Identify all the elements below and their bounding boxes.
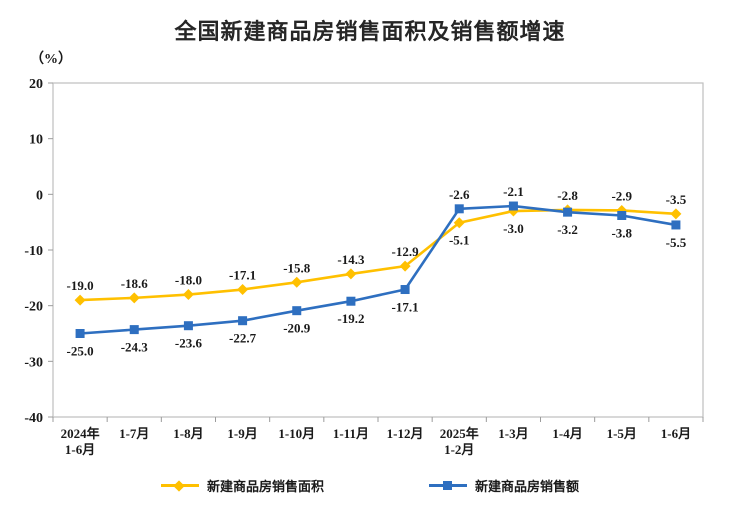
data-label: -19.2 xyxy=(337,311,364,326)
y-axis-unit-label: （%） xyxy=(30,52,72,67)
legend-line-diamond-icon xyxy=(160,479,199,492)
data-point-square-marker xyxy=(75,329,85,338)
data-point-square-marker xyxy=(292,306,302,316)
y-axis-tick-label: 20 xyxy=(29,77,43,92)
y-axis-tick-label: -40 xyxy=(24,411,43,426)
data-point-diamond-marker xyxy=(237,284,249,296)
data-point-square-marker xyxy=(508,201,518,211)
data-point-square-marker xyxy=(617,210,627,220)
data-point-diamond-marker xyxy=(399,260,411,272)
chart-legend: 新建商品房销售面积 新建商品房销售额 xyxy=(0,476,740,495)
x-axis-tick-label: 2024年 1-6月 xyxy=(61,426,100,457)
data-label: -2.9 xyxy=(611,188,632,203)
x-axis-tick-label: 2025年 1-2月 xyxy=(440,426,479,457)
series-line-0 xyxy=(80,208,676,302)
data-point-square-marker xyxy=(400,285,410,295)
data-point-square-marker xyxy=(671,220,681,230)
data-label: -14.3 xyxy=(337,252,365,267)
data-label: -17.1 xyxy=(392,300,419,315)
x-axis-tick-label: 1-11月 xyxy=(333,426,369,441)
data-label: -22.7 xyxy=(229,331,257,346)
x-axis-tick-label: 1-7月 xyxy=(119,426,149,441)
plot-border xyxy=(52,82,704,418)
data-point-square-marker xyxy=(346,296,356,306)
x-axis-tick-label: 1-3月 xyxy=(498,426,528,441)
data-label: -24.3 xyxy=(121,340,149,355)
data-label: -17.1 xyxy=(229,268,256,283)
data-label: -5.1 xyxy=(449,233,470,248)
x-axis-tick-label: 1-5月 xyxy=(607,426,637,441)
y-axis-tick-label: -30 xyxy=(24,355,43,370)
data-point-diamond-marker xyxy=(291,276,303,288)
legend-item-sales-area: 新建商品房销售面积 xyxy=(160,476,324,495)
data-label: -2.1 xyxy=(503,184,524,199)
legend-line-square-icon xyxy=(429,480,467,491)
legend-label-sales-area: 新建商品房销售面积 xyxy=(206,479,324,494)
data-label: -19.0 xyxy=(67,278,94,293)
data-label: -20.9 xyxy=(283,321,311,336)
series-line-1 xyxy=(79,204,677,335)
legend-label-sales-amount: 新建商品房销售额 xyxy=(475,479,580,494)
x-axis-tick-label: 1-4月 xyxy=(552,426,582,441)
x-axis-tick-label: 1-9月 xyxy=(227,426,257,441)
data-point-square-marker xyxy=(563,207,573,217)
y-axis-tick-label: -10 xyxy=(24,244,43,259)
x-axis-tick-label: 1-8月 xyxy=(173,426,203,441)
data-label: -2.8 xyxy=(557,188,578,203)
y-axis-tick-label: 0 xyxy=(36,188,43,203)
data-label: -25.0 xyxy=(67,344,94,359)
data-label: -18.6 xyxy=(121,276,149,291)
y-axis-tick-label: -20 xyxy=(24,300,43,315)
x-axis-tick-label: 1-12月 xyxy=(387,426,424,441)
data-point-square-marker xyxy=(183,321,193,331)
chart-title: 全国新建商品房销售面积及销售额增速 xyxy=(174,19,566,44)
data-label: -5.5 xyxy=(666,235,687,250)
x-axis-tick-label: 1-10月 xyxy=(278,426,315,441)
data-label: -12.9 xyxy=(392,244,420,259)
data-label: -3.0 xyxy=(503,221,524,236)
data-point-diamond-marker xyxy=(670,208,682,220)
data-point-diamond-marker xyxy=(453,217,465,229)
data-point-square-marker xyxy=(454,204,464,214)
data-point-square-marker xyxy=(129,325,139,335)
data-label: -23.6 xyxy=(175,336,203,351)
data-label: -3.2 xyxy=(557,222,578,237)
data-label: -3.8 xyxy=(611,225,632,240)
legend-diamond-icon xyxy=(173,479,185,492)
legend-item-sales-amount: 新建商品房销售额 xyxy=(429,476,579,495)
data-point-diamond-marker xyxy=(128,292,140,304)
data-point-diamond-marker xyxy=(182,289,194,301)
y-axis-tick-label: 10 xyxy=(29,133,43,148)
data-point-square-marker xyxy=(238,316,248,326)
data-point-diamond-marker xyxy=(74,294,86,306)
x-axis-tick-label: 1-6月 xyxy=(661,426,691,441)
legend-square-icon xyxy=(443,481,452,490)
data-label: -2.6 xyxy=(449,187,470,202)
data-label: -15.8 xyxy=(283,260,311,275)
data-point-diamond-marker xyxy=(345,268,357,280)
data-label: -18.0 xyxy=(175,273,202,288)
data-label: -3.5 xyxy=(666,192,687,207)
